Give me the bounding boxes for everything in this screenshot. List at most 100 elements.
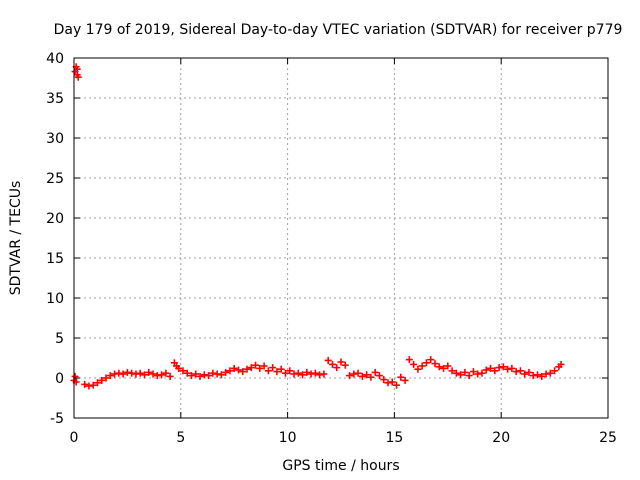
data-point [469,368,477,376]
data-point [435,363,443,371]
y-tick-label: 40 [46,51,64,67]
data-point [93,379,101,387]
data-point [273,368,281,376]
data-point [534,371,542,379]
data-point [512,368,520,376]
data-point [205,372,213,380]
data-point [444,362,452,370]
data-point [414,365,422,373]
data-point [427,356,435,364]
data-point [422,359,430,367]
data-point [175,364,183,372]
data-point [140,371,148,379]
x-tick-labels: 0 5 10 15 20 25 [70,430,617,446]
data-point [337,358,345,366]
data-point [371,368,379,376]
data-point [123,368,131,376]
data-point [294,369,302,377]
chart-title: Day 179 of 2019, Sidereal Day-to-day VTE… [54,22,623,38]
data-point [478,369,486,377]
x-axis-label: GPS time / hours [282,458,399,474]
data-point [328,360,336,368]
data-point [162,369,170,377]
data-point [299,371,307,379]
data-point [222,368,230,376]
data-point [504,365,512,373]
plot-frame [73,57,609,419]
data-point [73,71,81,79]
data-point [260,362,268,370]
data-point [346,372,354,380]
data-point [281,369,289,377]
x-tick-label: 0 [70,430,79,446]
data-point [495,364,503,372]
y-tick-label: -5 [50,411,64,427]
data-point [418,362,426,370]
data-point [341,361,349,369]
data-point [234,366,242,374]
y-tick-labels: -5 0 5 10 15 20 25 30 35 40 [46,51,64,427]
data-point [375,372,383,380]
data-point [491,367,499,375]
data-point [243,365,251,373]
data-point [136,369,144,377]
data-point [397,373,405,381]
data-point [363,371,371,379]
data-point [158,371,166,379]
data-point [452,369,460,377]
data-series-sdtvar [70,63,565,390]
data-point [440,364,448,372]
data-point [482,366,490,374]
data-point [529,372,537,380]
data-point [405,356,413,364]
data-point [239,368,247,376]
y-axis-label: SDTVAR / TECUs [8,181,24,296]
x-tick-label: 25 [599,430,617,446]
data-point [89,381,97,389]
x-tick-label: 5 [176,430,185,446]
data-point [311,369,319,377]
data-point [119,370,127,378]
data-point [516,367,524,375]
data-point [499,363,507,371]
data-point [226,367,234,375]
data-point [393,381,401,389]
data-point [358,372,366,380]
data-point [200,371,208,379]
data-point [401,376,409,384]
x-tick-label: 15 [385,430,403,446]
data-point [380,376,388,384]
data-point [286,367,294,375]
data-point [354,369,362,377]
data-point [230,364,238,372]
data-point [538,372,546,380]
data-point [388,378,396,386]
data-point [508,364,516,372]
data-point [102,374,110,382]
y-tick-label: 15 [46,251,64,267]
data-point [187,372,195,380]
y-tick-label: 20 [46,211,64,227]
data-point [448,367,456,375]
data-point [252,361,260,369]
y-tick-label: 25 [46,171,64,187]
y-tick-label: 35 [46,91,64,107]
data-point [183,369,191,377]
data-point [264,367,272,375]
data-point [81,380,89,388]
data-point [256,364,264,372]
data-point [303,368,311,376]
data-point [247,364,255,372]
axis-ticks [73,57,609,419]
y-tick-label: 0 [55,371,64,387]
y-tick-label: 10 [46,291,64,307]
x-tick-label: 10 [279,430,297,446]
grid-lines [74,58,608,418]
data-point [277,365,285,373]
data-point [333,364,341,372]
data-point [431,360,439,368]
data-point [269,364,277,372]
data-point [149,370,157,378]
data-point [217,371,225,379]
